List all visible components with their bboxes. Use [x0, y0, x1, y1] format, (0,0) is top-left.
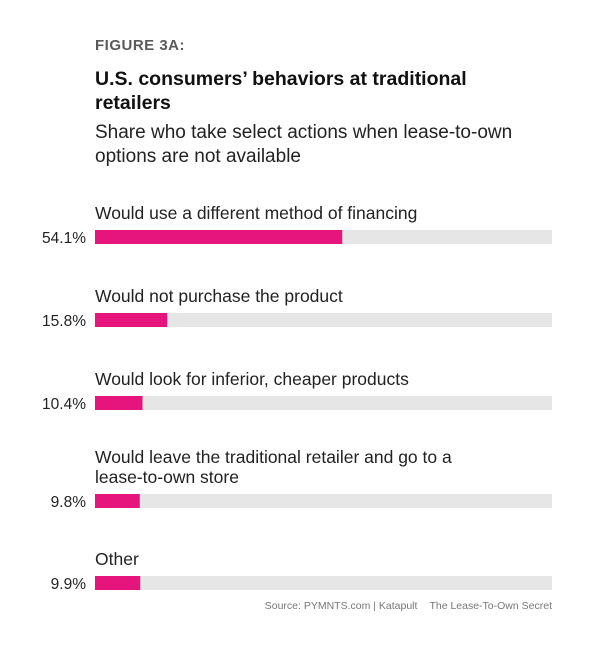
bar-track: [95, 313, 552, 327]
source-text: Source: PYMNTS.com | Katapult: [264, 600, 418, 612]
bar: [95, 396, 143, 410]
bar: [95, 313, 168, 327]
bar-track: [95, 576, 552, 590]
category-label: Would look for inferior, cheaper product…: [95, 369, 409, 389]
source-report: The Lease-To-Own Secret: [429, 600, 552, 612]
bar-row: Would look for inferior, cheaper product…: [42, 369, 552, 413]
bar-row: Other 9.9%: [51, 549, 552, 593]
chart-subtitle: Share who take select actions when lease…: [95, 122, 513, 167]
value-label: 9.8%: [51, 494, 87, 511]
figure-label: FIGURE 3A:: [95, 37, 186, 54]
chart-title: U.S. consumers’ behaviors at traditional…: [95, 68, 467, 114]
bar-track: [95, 396, 552, 410]
category-label: Would use a different method of financin…: [95, 203, 417, 223]
bar-row: Would not purchase the product 15.8%: [42, 286, 552, 330]
category-label: Would leave the traditional retailer and…: [95, 447, 452, 467]
source-note: Source: PYMNTS.com | Katapult The Lease-T…: [253, 600, 552, 612]
value-label: 54.1%: [42, 230, 86, 247]
category-label: Would not purchase the product: [95, 286, 343, 306]
bar: [95, 576, 141, 590]
bar-row: Would use a different method of financin…: [42, 203, 552, 247]
bar: [95, 230, 343, 244]
bar-track: [95, 494, 552, 508]
bar-row: Would leave the traditional retailer and…: [51, 447, 552, 511]
bar: [95, 494, 140, 508]
category-label: lease-to-own store: [95, 467, 239, 487]
category-label: Other: [95, 549, 139, 569]
value-label: 15.8%: [42, 313, 86, 330]
value-label: 9.9%: [51, 576, 87, 593]
value-label: 10.4%: [42, 396, 86, 413]
